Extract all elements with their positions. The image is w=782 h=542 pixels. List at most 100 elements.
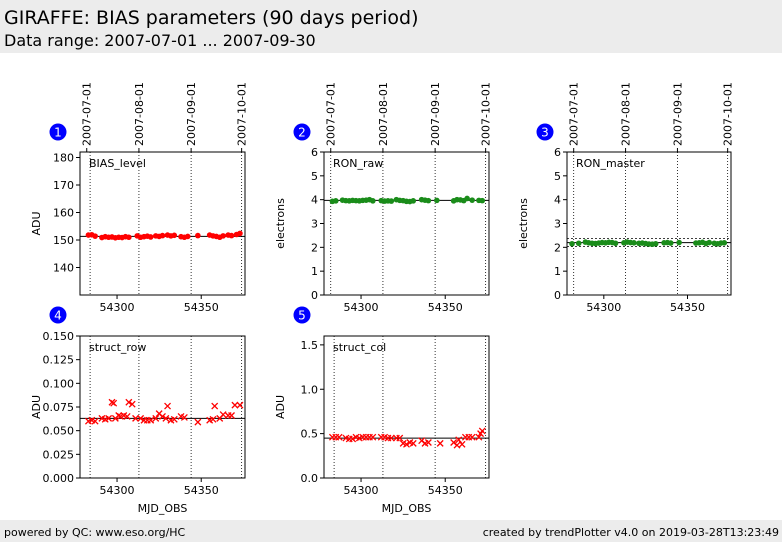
date-tick-label: 2007-08-01 [133,82,146,146]
data-point [237,230,243,237]
panel-badge [293,306,311,324]
data-point [335,433,343,441]
date-tick-label: 2007-10-01 [236,82,249,146]
data-point [91,417,99,425]
y-tick-label: 160 [53,207,74,220]
plot-frame [323,151,490,296]
data-point [349,435,357,443]
panel-label: BIAS_level [89,157,146,170]
x-tick-label: 54300 [586,301,621,314]
y-tick-label: 1 [554,265,561,278]
data-point [612,240,619,247]
plot-frame [323,335,490,479]
data-point [132,414,140,422]
y-axis-label: ADU [30,395,43,419]
plot-frame [566,151,732,296]
data-point [171,232,178,239]
data-point [170,415,178,423]
date-tick-label: 2007-08-01 [377,82,390,146]
date-tick-label: 2007-10-01 [480,82,493,146]
panel-label: RON_master [576,157,645,170]
y-tick-label: 0.5 [301,428,319,441]
data-point [162,414,170,422]
y-tick-label: 2 [554,241,561,254]
data-point [388,198,395,204]
x-tick-label: 54300 [100,301,135,314]
y-tick-label: 0.050 [43,425,75,438]
data-point [231,401,239,409]
data-point [436,439,444,447]
y-tick-label: 4 [311,194,318,207]
x-tick-label: 54300 [100,484,135,497]
x-tick-label: 54350 [428,301,463,314]
x-axis-label: MJD_OBS [138,502,188,515]
data-point [424,439,432,446]
data-point [425,197,432,204]
panel-label: struct_col [333,341,386,354]
data-point [184,233,191,240]
panel-3: 0 1 2 3 4 5 6 54300 54350 2007-07-01 2007-08-01 200… [517,82,735,314]
page-title: GIRAFFE: BIAS parameters (90 days period… [4,7,419,29]
x-tick-label: 54300 [344,484,379,497]
panel-badge-number: 5 [298,309,306,323]
footer-credit[interactable]: powered by QC: www.eso.org/HC [4,526,186,539]
date-tick-label: 2007-07-01 [325,82,338,146]
data-point [209,415,217,423]
data-point [126,234,132,241]
y-tick-label: 0.075 [43,401,75,414]
date-tick-label: 2007-09-01 [429,82,442,146]
data-point [434,197,440,204]
y-axis-label: electrons [517,198,530,249]
data-point [128,400,136,408]
data-point [110,399,118,407]
data-point [180,413,188,421]
panel-label: RON_raw [333,157,383,170]
data-point [152,414,160,422]
y-tick-label: 6 [554,146,561,159]
x-axis-label: MJD_OBS [382,502,432,515]
data-point [195,232,201,239]
y-tick-label: 1.0 [301,383,319,396]
data-point [479,197,486,204]
panel-5: 0.0 0.5 1.0 1.5 54300 54350 ADU MJD_OBS struct_c… [274,306,490,515]
data-point [631,240,637,246]
y-tick-label: 0.000 [43,472,75,485]
panel-badge-number: 2 [298,126,306,140]
data-point [211,402,219,410]
data-point [105,414,113,422]
panel-2: 0 1 2 3 4 5 6 54300 54350 2007-07-01 2007-08-01 200… [274,82,493,314]
date-tick-label: 2007-09-01 [185,82,198,146]
y-tick-label: 140 [53,262,74,275]
y-tick-label: 5 [554,170,561,183]
y-tick-label: 0 [554,289,561,302]
x-tick-label: 54350 [184,484,219,497]
data-point [194,418,202,426]
date-tick-label: 2007-10-01 [722,82,735,146]
panel-label: struct_row [89,341,146,354]
y-axis-label: ADU [274,395,287,419]
panel-badge [49,306,67,324]
data-point [575,240,582,247]
plot-frame [79,151,246,296]
data-point [147,234,154,240]
y-axis-label: electrons [274,198,287,249]
data-point [706,239,713,246]
plot-frame [79,335,246,479]
panel-badge [536,123,554,141]
y-tick-label: 0 [311,289,318,302]
y-axis-label: ADU [30,211,43,235]
panel-1: 140 150 160 170 180 54300 54350 2007-07-01 2007-… [30,82,249,314]
date-tick-label: 2007-09-01 [671,82,684,146]
y-tick-label: 150 [53,234,74,247]
y-tick-label: 3 [311,218,318,231]
report-footer: powered by QC: www.eso.org/HC created by… [0,520,782,542]
data-point [409,439,417,447]
panel-badge-number: 3 [541,126,549,140]
data-point [410,198,417,204]
date-tick-label: 2007-07-01 [81,82,94,146]
data-point [458,440,466,448]
data-point [370,198,376,204]
data-point [396,434,404,442]
data-point [676,239,682,246]
